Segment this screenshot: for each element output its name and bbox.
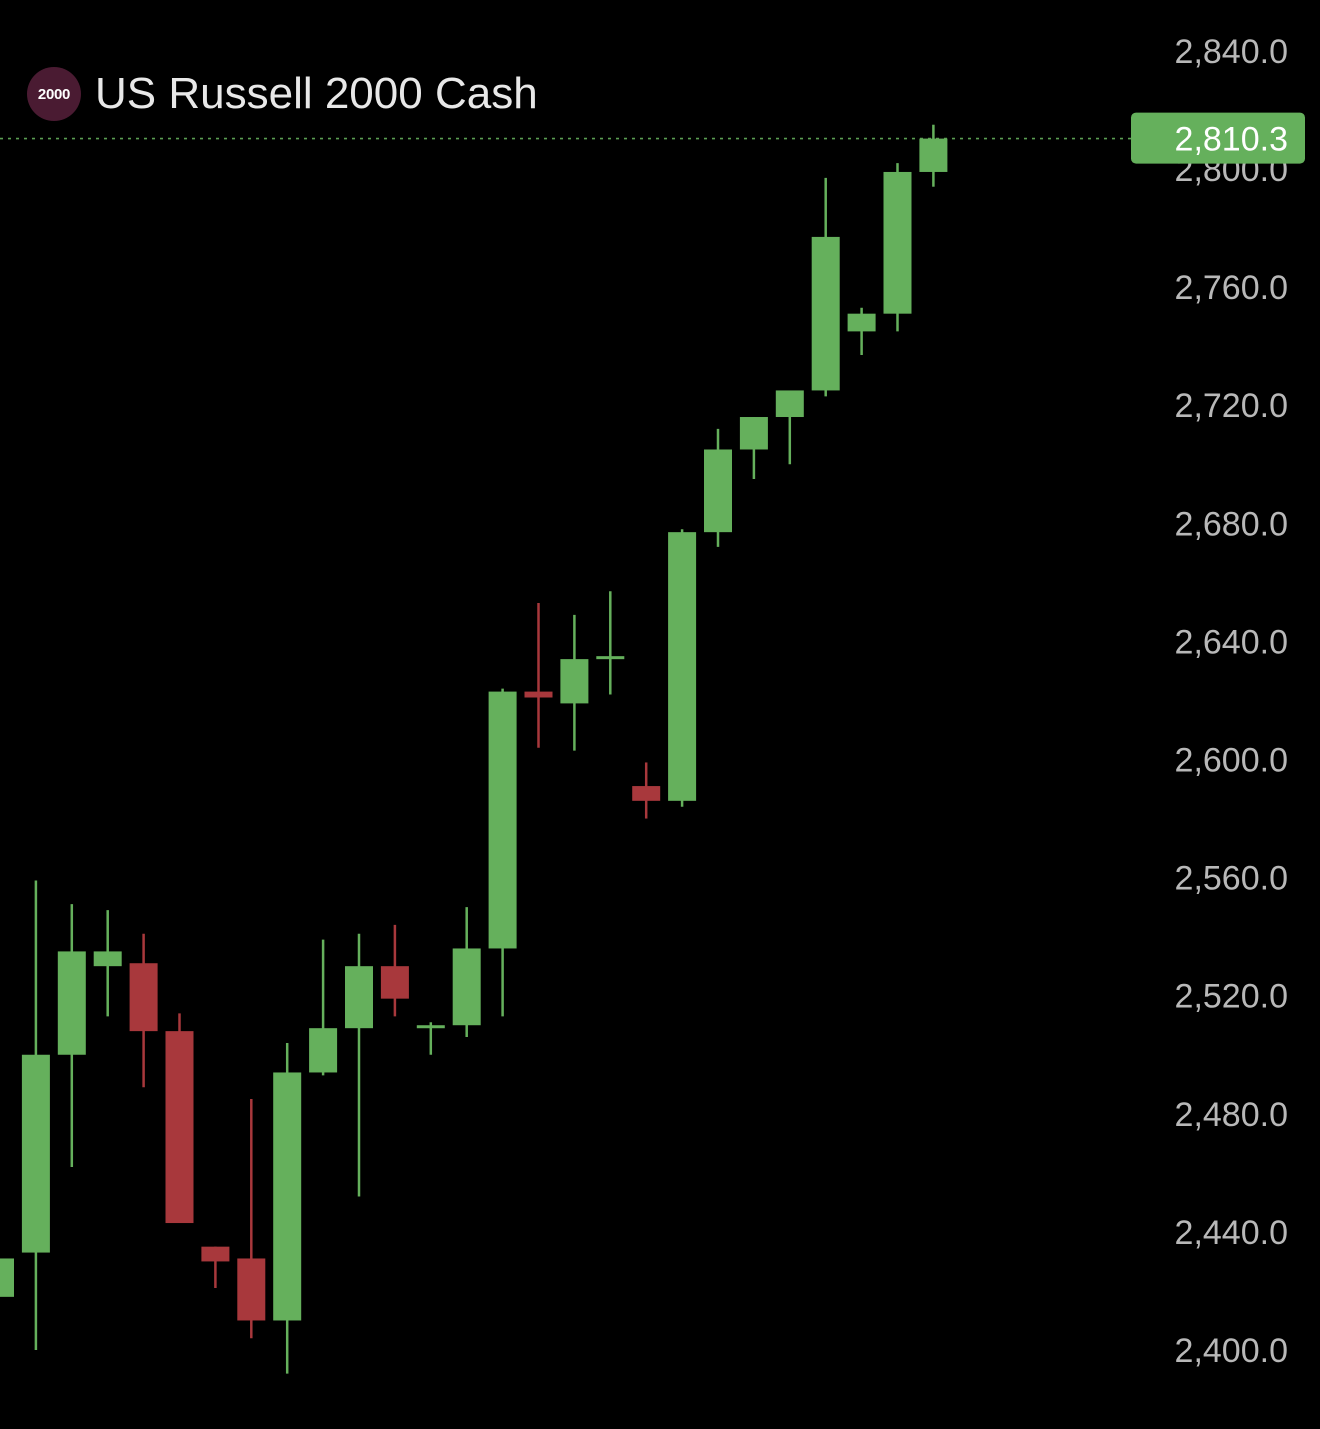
y-axis-tick-label: 2,520.0 — [1175, 978, 1288, 1016]
price-axis[interactable]: 2,400.0 2,440.0 2,480.0 2,520.0 2,560.0 2,600… — [1175, 33, 1288, 1370]
y-axis-tick-label: 2,640.0 — [1175, 623, 1288, 661]
candle — [739, 417, 768, 480]
candle-body-down — [632, 786, 661, 801]
y-axis-tick-label: 2,440.0 — [1175, 1214, 1288, 1252]
candle-body-up — [883, 171, 912, 314]
candle — [237, 1099, 266, 1339]
candle-body-up — [775, 390, 804, 418]
candle — [847, 307, 876, 356]
candle — [129, 933, 158, 1088]
candle — [775, 390, 804, 465]
y-axis-tick-label: 2,680.0 — [1175, 505, 1288, 543]
instrument-header[interactable]: 2000 US Russell 2000 Cash — [27, 66, 538, 122]
candle — [416, 1022, 445, 1055]
candle-body-up — [739, 417, 768, 450]
y-axis-tick-label: 2,840.0 — [1175, 33, 1288, 71]
candle-body-up — [596, 656, 625, 660]
candle-body-up — [452, 948, 481, 1026]
instrument-title: US Russell 2000 Cash — [95, 69, 538, 118]
candle — [93, 910, 122, 1017]
y-axis-tick-label: 2,560.0 — [1175, 860, 1288, 898]
candle — [165, 1013, 194, 1224]
candle-body-up — [919, 138, 948, 172]
y-axis-tick-label: 2,400.0 — [1175, 1332, 1288, 1370]
candle — [21, 880, 50, 1350]
last-price-tag: 2,810.3 — [1131, 112, 1305, 164]
candle-body-up — [273, 1072, 302, 1321]
candle — [596, 591, 625, 695]
candle — [57, 904, 86, 1167]
candle — [201, 1246, 230, 1288]
candle-body-up — [345, 966, 373, 1029]
candle-body-up — [0, 1258, 14, 1297]
candle-body-up — [488, 691, 517, 949]
candle-body-up — [93, 951, 122, 967]
candles-layer — [0, 124, 948, 1374]
candle-body-up — [668, 532, 697, 801]
candle-body-down — [524, 691, 553, 698]
candle — [345, 933, 373, 1197]
candle — [883, 163, 912, 332]
candle-body-up — [57, 951, 86, 1055]
last-price-tag-background — [1131, 112, 1305, 164]
instrument-logo-icon: 2000 — [27, 67, 81, 121]
candle-body-up — [416, 1025, 445, 1029]
candle — [668, 529, 697, 807]
y-axis-tick-label: 2,720.0 — [1175, 387, 1288, 425]
candle-body-up — [21, 1054, 50, 1253]
candle — [560, 614, 589, 751]
candle — [632, 762, 661, 819]
candle — [488, 688, 517, 1017]
candle — [919, 124, 948, 187]
candle-body-up — [560, 659, 589, 704]
candle-body-up — [811, 236, 840, 391]
y-axis-tick-label: 2,760.0 — [1175, 269, 1288, 307]
y-axis-tick-label: 2,480.0 — [1175, 1096, 1288, 1134]
candle — [273, 1042, 302, 1374]
candle — [309, 939, 338, 1076]
candle-body-down — [129, 963, 158, 1032]
candle — [704, 428, 732, 547]
candle — [380, 924, 409, 1017]
candle-body-up — [704, 449, 732, 533]
candle-body-up — [309, 1028, 338, 1073]
candle — [452, 907, 481, 1038]
instrument-logo-text: 2000 — [37, 85, 71, 103]
candle — [524, 603, 553, 748]
candle-body-up — [847, 313, 876, 332]
candle-body-down — [165, 1031, 194, 1224]
candle-body-down — [237, 1258, 266, 1321]
candle — [0, 1258, 14, 1297]
candle — [811, 177, 840, 397]
candle-body-down — [201, 1246, 230, 1262]
candle-body-down — [380, 966, 409, 999]
y-axis-tick-label: 2,600.0 — [1175, 742, 1288, 780]
last-price-tag-label: 2,810.3 — [1175, 121, 1288, 159]
